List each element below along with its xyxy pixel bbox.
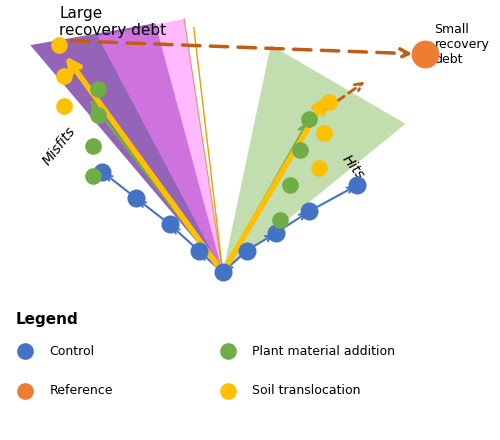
Polygon shape [222, 45, 406, 272]
Text: Small
recovery
debt: Small recovery debt [434, 23, 490, 66]
Text: Hits: Hits [339, 153, 366, 183]
Text: Soil translocation: Soil translocation [252, 384, 360, 397]
Text: Legend: Legend [16, 312, 78, 327]
Text: Misfits: Misfits [40, 124, 78, 168]
Polygon shape [30, 23, 222, 272]
Text: Large
recovery debt: Large recovery debt [59, 6, 166, 38]
Text: Reference: Reference [50, 384, 113, 397]
Text: Plant material addition: Plant material addition [252, 345, 394, 358]
Polygon shape [98, 19, 222, 272]
Text: Control: Control [50, 345, 94, 358]
